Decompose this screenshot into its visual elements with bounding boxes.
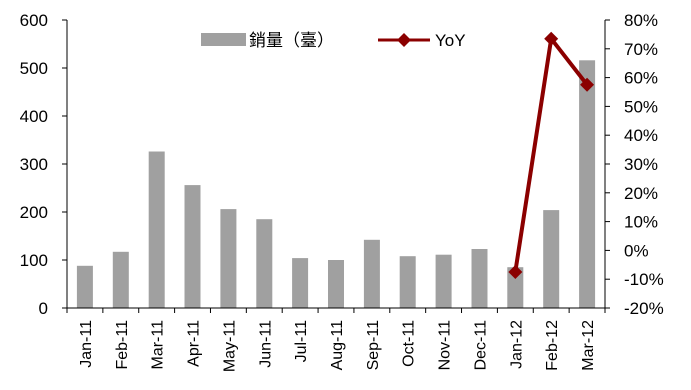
legend-line-marker xyxy=(397,33,411,47)
bar-Dec-11 xyxy=(471,249,488,308)
bar-Mar-12 xyxy=(579,60,596,308)
right-tick-label: 30% xyxy=(624,155,658,174)
right-tick-label: -20% xyxy=(624,299,664,318)
category-label-Feb-12: Feb-12 xyxy=(544,320,561,371)
left-tick-label: 600 xyxy=(20,11,48,30)
category-label-Jan-12: Jan-12 xyxy=(508,320,525,369)
right-tick-label: 10% xyxy=(624,213,658,232)
legend-line-label: YoY xyxy=(435,31,466,50)
bar-Feb-11 xyxy=(112,251,129,308)
bar-Feb-12 xyxy=(543,210,560,308)
category-label-Dec-11: Dec-11 xyxy=(472,320,489,370)
line-series xyxy=(508,31,595,279)
bar-Apr-11 xyxy=(184,185,201,308)
yoy-point-Jan-12 xyxy=(508,265,523,279)
category-label-Apr-11: Apr-11 xyxy=(186,320,203,367)
bar-Jul-11 xyxy=(292,258,309,308)
category-label-Mar-11: Mar-11 xyxy=(150,320,167,370)
left-tick-label: 0 xyxy=(39,299,48,318)
left-tick-label: 200 xyxy=(20,203,48,222)
right-tick-label: 70% xyxy=(624,40,658,59)
category-label-May-11: May-11 xyxy=(221,320,238,372)
category-label-Oct-11: Oct-11 xyxy=(401,320,418,367)
legend-bar-swatch xyxy=(201,33,246,46)
left-tick-label: 400 xyxy=(20,107,48,126)
category-label-Feb-11: Feb-11 xyxy=(114,320,131,370)
yoy-point-Mar-12 xyxy=(580,77,595,92)
right-tick-label: 0% xyxy=(624,241,649,260)
left-tick-label: 100 xyxy=(20,251,48,270)
bar-Jun-11 xyxy=(256,219,273,308)
bar-May-11 xyxy=(220,209,237,308)
category-label-Jan-11: Jan-11 xyxy=(78,320,95,368)
bar-Jan-11 xyxy=(76,265,93,308)
bar-Oct-11 xyxy=(399,256,416,308)
left-tick-label: 300 xyxy=(20,155,48,174)
right-tick-label: 80% xyxy=(624,11,658,30)
category-label-Mar-12: Mar-12 xyxy=(580,320,597,371)
legend: 銷量（臺） YoY xyxy=(201,31,466,50)
right-tick-label: 20% xyxy=(624,184,658,203)
category-labels: Jan-11 Feb-11 Mar-11 Apr-11 May-11 Jun-11 Jul-… xyxy=(78,320,597,372)
bar-Jan-12 xyxy=(507,267,524,308)
right-axis-ticks: -20% -10% 0% 10% 20% 30% 40% 50% 60% 70% 80% xyxy=(605,11,664,318)
bar-Aug-11 xyxy=(328,260,344,308)
yoy-point-Feb-12 xyxy=(544,31,559,46)
legend-bar-label: 銷量（臺） xyxy=(249,31,334,50)
right-tick-label: 40% xyxy=(624,126,658,145)
bar-Nov-11 xyxy=(435,254,452,308)
category-label-Jul-11: Jul-11 xyxy=(293,320,310,362)
right-tick-label: 50% xyxy=(624,97,658,116)
category-label-Jun-11: Jun-11 xyxy=(257,320,274,368)
right-tick-label: 60% xyxy=(624,69,658,88)
bar-series xyxy=(76,60,596,308)
bar-Mar-11 xyxy=(148,151,165,308)
left-axis-ticks: 0 100 200 300 400 500 600 xyxy=(20,11,67,318)
left-tick-label: 500 xyxy=(20,59,48,78)
category-label-Nov-11: Nov-11 xyxy=(437,320,454,370)
category-label-Aug-11: Aug-11 xyxy=(329,320,346,371)
bar-Sep-11 xyxy=(363,239,380,308)
right-tick-label: -10% xyxy=(624,270,664,289)
category-label-Sep-11: Sep-11 xyxy=(365,320,382,371)
